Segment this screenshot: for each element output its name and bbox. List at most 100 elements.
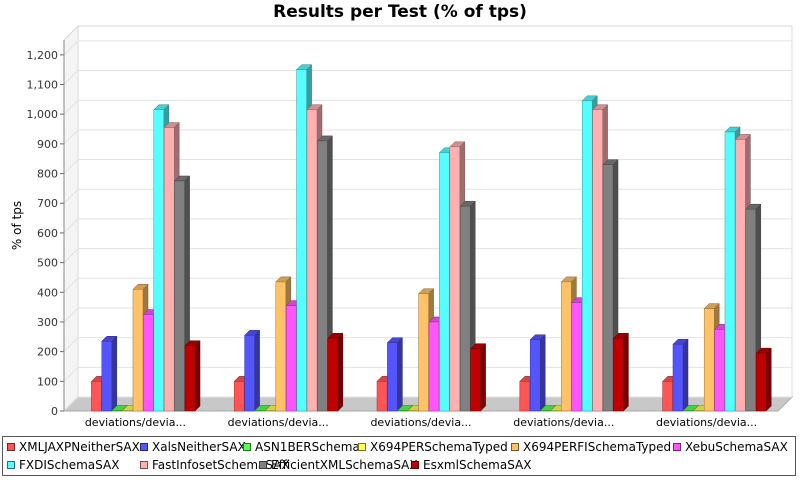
y-tick-label: 0 (51, 405, 58, 418)
y-tick-label: 200 (37, 346, 58, 359)
bar-side (397, 337, 403, 412)
bar-front (735, 139, 746, 412)
bar-front (470, 348, 481, 412)
y-axis-label: % of tps (10, 201, 24, 250)
legend-swatch (243, 443, 251, 451)
x-tick-label: deviations/devia... (656, 416, 757, 429)
bar-front (745, 208, 757, 412)
bar-front (407, 410, 419, 412)
legend-swatch (358, 443, 366, 451)
bar (612, 332, 630, 412)
bar-chart: 0 100 200 300 400 500 600 700 800 900 1,000 1,100 1,… (10, 24, 794, 429)
bar-front (540, 410, 551, 412)
bar-side (539, 334, 546, 412)
bar-front (550, 410, 562, 412)
gridline (63, 307, 792, 323)
y-tick-label: 1,100 (27, 79, 59, 92)
y-tick-label: 900 (37, 138, 58, 151)
bar-front (132, 289, 144, 412)
bar-side (254, 329, 260, 412)
bar (386, 337, 404, 412)
y-tick-label: 600 (37, 227, 58, 240)
legend-swatch (259, 461, 267, 469)
bar-front (571, 302, 583, 412)
bar (469, 343, 487, 412)
bar (327, 332, 344, 412)
bar-front (592, 109, 603, 412)
bar (243, 329, 261, 412)
bar-front (111, 410, 123, 412)
y-tick-label: 100 (37, 375, 58, 388)
bar-front (418, 293, 429, 412)
bar-front (693, 410, 705, 412)
bar-front (449, 146, 461, 412)
x-tick-label: deviations/devia... (370, 416, 471, 429)
legend-swatch (511, 443, 519, 451)
gridline (63, 159, 792, 174)
bar-front (91, 381, 102, 412)
legend-swatch (673, 443, 681, 451)
bar-front (285, 305, 297, 412)
bar-side (480, 343, 486, 412)
bar-front (519, 381, 531, 412)
legend-label: ASN1BERSchema (255, 440, 360, 454)
bar-side (682, 338, 689, 412)
bar (101, 335, 118, 412)
gridline (63, 70, 792, 85)
bar-front (265, 410, 276, 412)
gridline (63, 218, 792, 234)
bar-front (376, 381, 388, 412)
x-tick-label: deviations/devia... (513, 416, 614, 429)
bar-front (275, 281, 287, 412)
bar (672, 338, 689, 412)
bar (184, 340, 201, 412)
legend-label: FXDISchemaSAX (19, 458, 120, 472)
bar-front (613, 338, 624, 412)
bar-front (755, 352, 767, 412)
y-tick-label: 400 (37, 286, 58, 299)
legend-label: X694PERSchemaTyped (370, 440, 508, 454)
bar-side (337, 332, 344, 412)
legend-label: X694PERFISchemaTyped (523, 440, 672, 454)
legend-label: XMLJAXPNeitherSAX (19, 440, 140, 454)
gridline (63, 366, 792, 382)
chart-legend: XMLJAXPNeitherSAX XalsNeitherSAX ASN1BERSc… (2, 436, 796, 476)
bar-front (561, 281, 572, 412)
bar-front (581, 100, 593, 412)
bar-front (254, 410, 266, 412)
bar-front (683, 410, 694, 412)
bar-front (122, 410, 133, 412)
legend-swatch (7, 443, 15, 451)
plot-left-wall (63, 24, 79, 413)
bar-front (439, 152, 450, 412)
bar-front (296, 69, 307, 412)
legend-swatch (7, 461, 15, 469)
x-tick-label: deviations/devia... (228, 416, 329, 429)
bar-side (194, 340, 201, 412)
bar-front (428, 321, 440, 412)
bar-front (163, 127, 175, 412)
legend-label: XalsNeitherSAX (152, 440, 246, 454)
y-tick-label: 500 (37, 257, 58, 270)
bar (529, 334, 546, 412)
legend-label: XebuSchemaSAX (685, 440, 788, 454)
bar-front (143, 314, 154, 412)
y-tick-label: 1,000 (27, 108, 59, 121)
y-tick-label: 1,200 (27, 49, 59, 62)
legend-swatch (140, 443, 148, 451)
bar-front (174, 180, 185, 412)
gridline (63, 40, 792, 56)
gridline (63, 396, 792, 412)
bar-side (765, 347, 772, 412)
bar-side (111, 335, 118, 412)
bar-front (387, 342, 398, 412)
bar-front (244, 335, 255, 412)
gridline (63, 248, 792, 263)
legend-swatch (140, 461, 148, 469)
x-tick-label: deviations/devia... (85, 416, 186, 429)
bar-front (397, 410, 409, 412)
legend-swatch (411, 461, 419, 469)
gridline (63, 277, 792, 293)
bar-front (233, 381, 245, 412)
bar-front (306, 109, 318, 412)
